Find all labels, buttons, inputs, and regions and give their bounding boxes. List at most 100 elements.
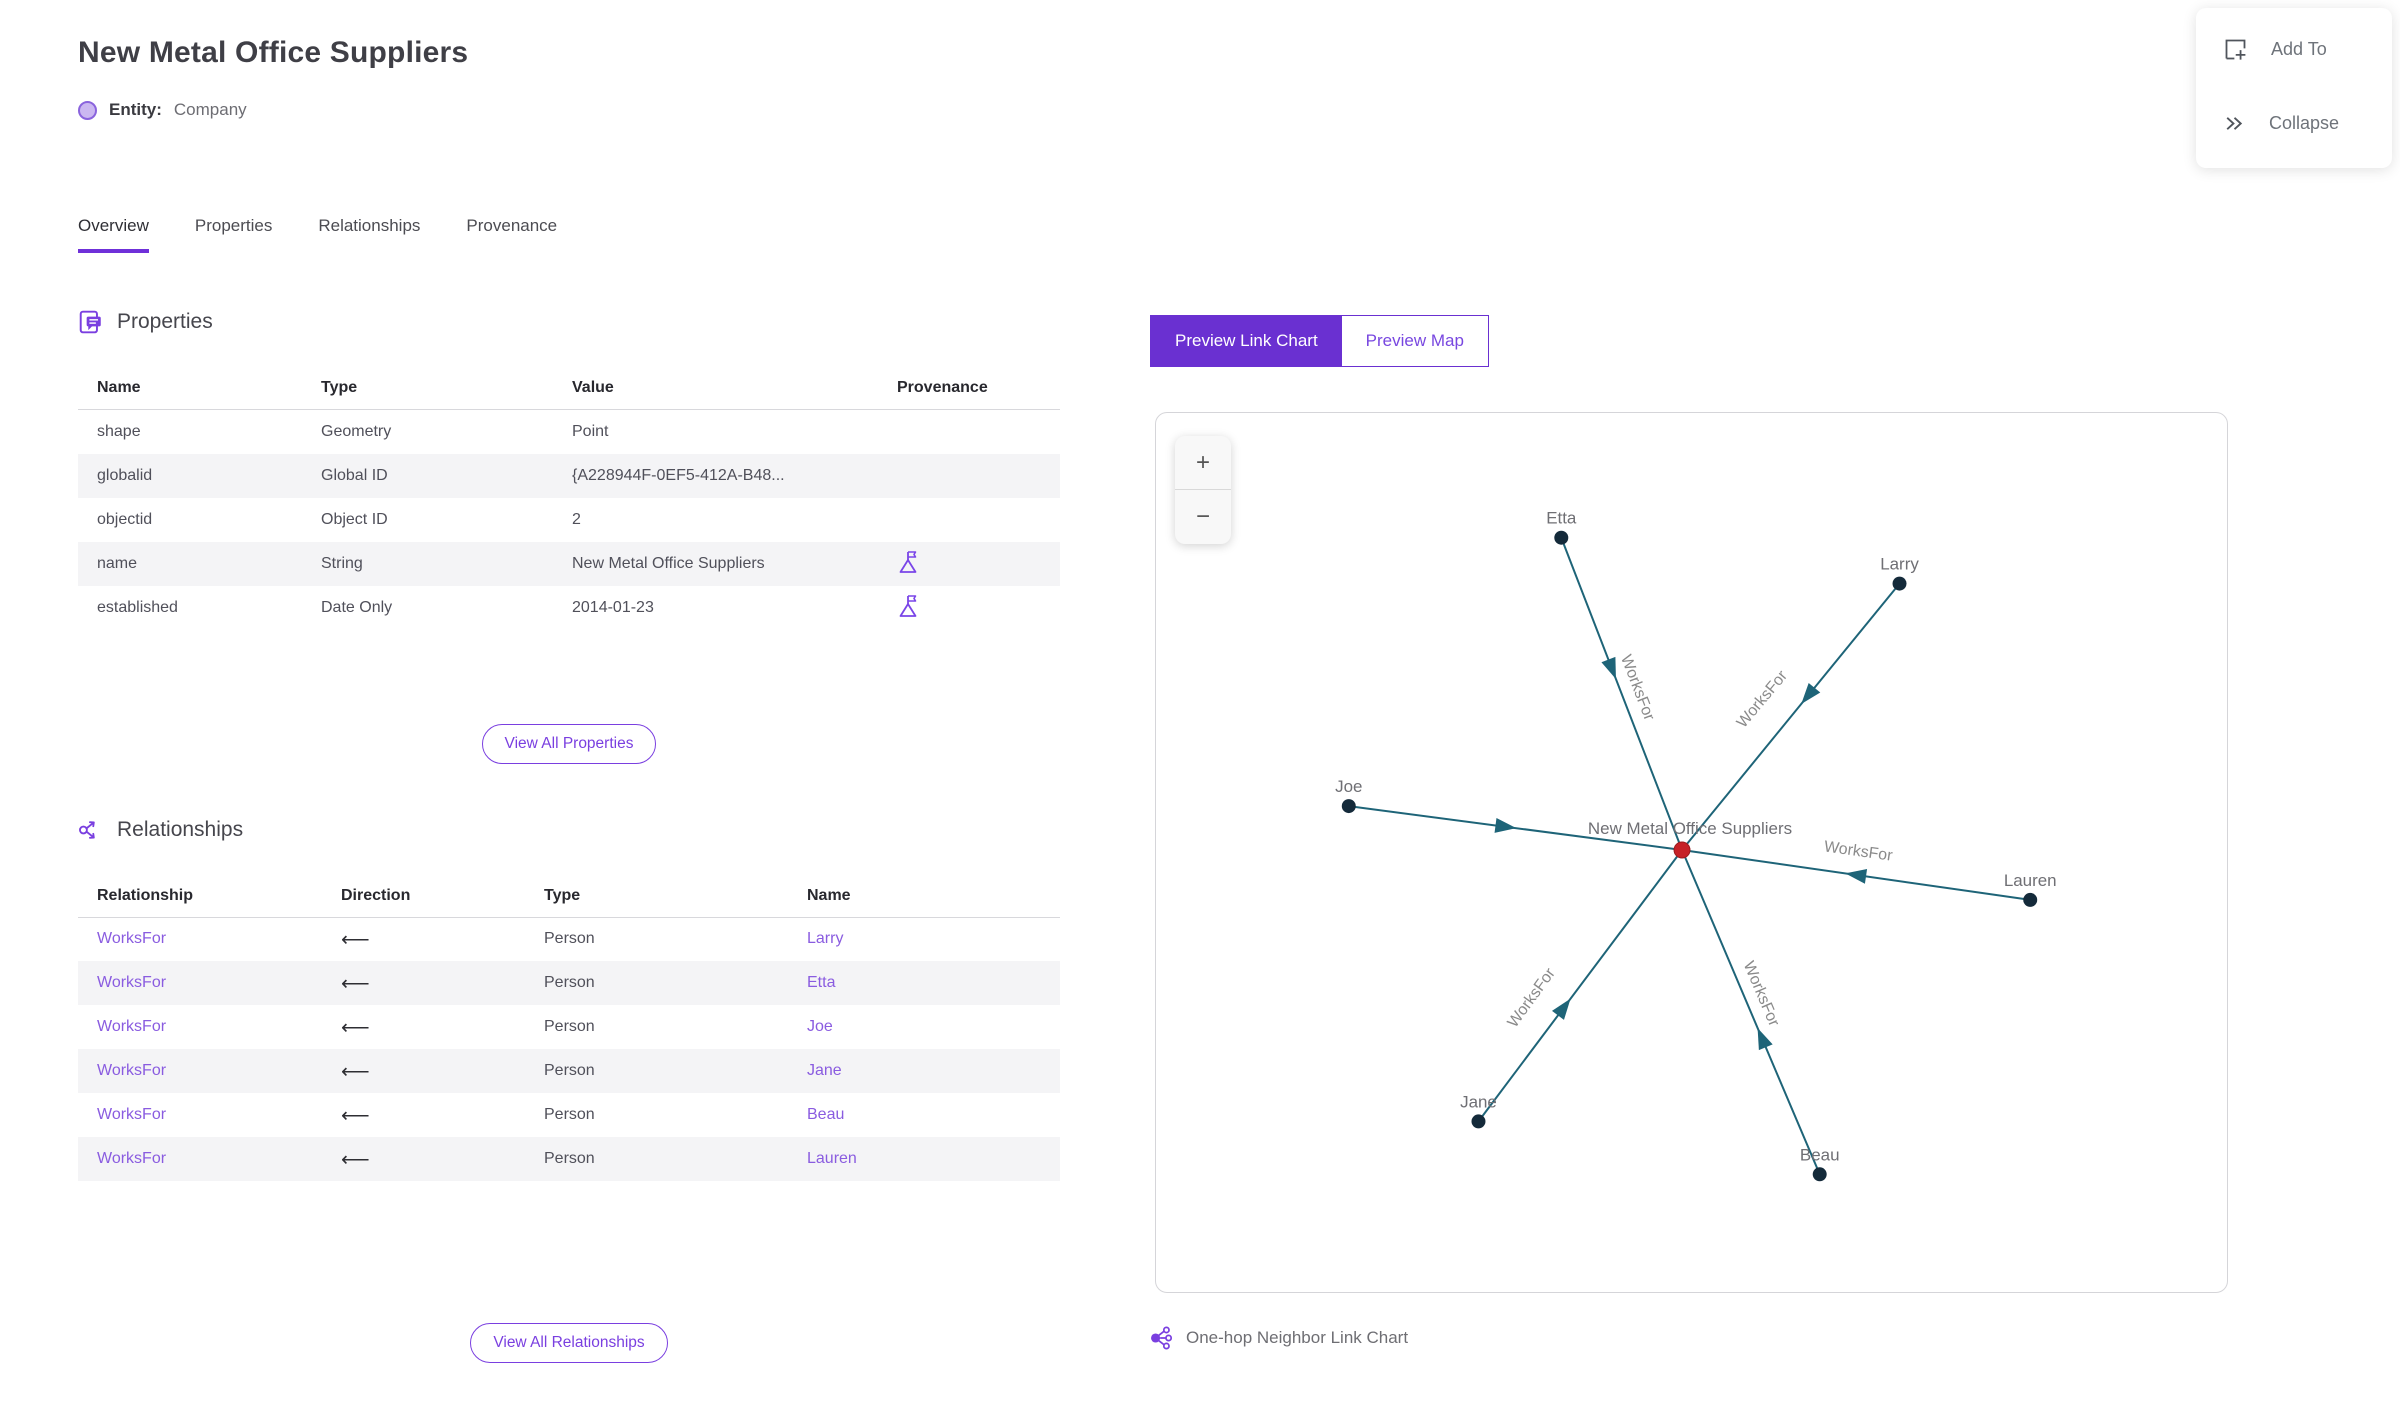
edge-label: WorksFor [1505, 965, 1560, 1031]
related-entity-link[interactable]: Lauren [807, 1150, 857, 1167]
relationships-section-heading: Relationships [78, 817, 1060, 843]
entity-type-row: Entity: Company [78, 100, 1060, 120]
property-name: established [97, 598, 178, 616]
relationships-icon [79, 820, 95, 839]
edge-arrow-icon [1845, 868, 1868, 884]
relationships-column-header: Relationship [78, 878, 341, 918]
add-to-icon [2225, 39, 2246, 60]
provenance-flag-icon[interactable] [897, 593, 919, 618]
direction-arrow-icon: ⟵ [341, 1016, 370, 1039]
related-entity-link[interactable]: Etta [807, 974, 836, 991]
property-provenance [897, 410, 1060, 454]
property-provenance [897, 541, 1060, 586]
related-entity-link[interactable]: Jane [807, 1062, 842, 1079]
relationships-column-header: Name [807, 878, 1060, 918]
property-type: String [321, 541, 572, 586]
node-label: Jane [1460, 1092, 1497, 1111]
property-provenance [897, 453, 1060, 498]
edge-arrow-icon [1551, 998, 1571, 1020]
provenance-flag-icon[interactable] [897, 549, 919, 574]
collapse-button[interactable]: Collapse [2196, 105, 2392, 142]
relationship-link[interactable]: WorksFor [97, 1062, 167, 1079]
edge-label: WorksFor [1617, 653, 1658, 724]
direction-arrow-icon: ⟵ [341, 972, 370, 995]
relationship-row: WorksFor ⟵ Person Larry [78, 917, 1060, 961]
properties-heading: Properties [117, 310, 213, 333]
properties-column-header: Provenance [897, 371, 1060, 410]
edge-label: WorksFor [1823, 838, 1894, 865]
node-label: Etta [1546, 509, 1577, 528]
properties-row: established Date Only 2014-01-23 [78, 586, 1060, 630]
relationship-row: WorksFor ⟵ Person Lauren [78, 1137, 1060, 1181]
direction-arrow-icon: ⟵ [341, 1060, 370, 1083]
related-entity-type: Person [544, 961, 807, 1005]
link-chart-canvas[interactable]: WorksFor WorksFor WorksFor WorksFor WorksFor… [1156, 413, 2227, 1292]
tab-relationships[interactable]: Relationships [318, 216, 421, 235]
graph-node-etta[interactable] [1554, 530, 1569, 545]
chevrons-right-icon [2226, 117, 2243, 130]
related-entity-link[interactable]: Joe [807, 1018, 833, 1035]
tab-bar: Overview Properties Relationships Provenanc… [78, 216, 1060, 253]
property-value: 2014-01-23 [572, 598, 654, 616]
relationship-row: WorksFor ⟵ Person Jane [78, 1049, 1060, 1093]
zoom-widget: + − [1175, 436, 1231, 544]
zoom-out-button[interactable]: − [1195, 503, 1210, 530]
link-chart-preview: + − WorksFor WorksFor WorksFor WorksFor Work… [1155, 412, 2228, 1293]
graph-node-joe[interactable] [1341, 799, 1356, 814]
view-all-relationships-button[interactable]: View All Relationships [470, 1323, 668, 1363]
add-to-button[interactable]: Add To [2196, 30, 2392, 69]
preview-map-button[interactable]: Preview Map [1341, 316, 1488, 366]
chart-caption: One-hop Neighbor Link Chart [1186, 1328, 1409, 1347]
relationships-column-header: Direction [341, 878, 544, 918]
link-chart-icon [1151, 1326, 1173, 1350]
related-entity-link[interactable]: Larry [807, 930, 844, 948]
property-provenance [897, 498, 1060, 542]
entity-detail-panel: New Metal Office Suppliers Entity: Compa… [78, 36, 1060, 1363]
graph-node-center[interactable] [1673, 841, 1691, 859]
properties-row: objectid Object ID 2 [78, 498, 1060, 542]
property-name: globalid [78, 453, 321, 498]
property-value: 2 [572, 510, 581, 528]
relationship-link[interactable]: WorksFor [97, 930, 167, 948]
related-entity-type: Person [544, 930, 595, 948]
relationship-row: WorksFor ⟵ Person Beau [78, 1093, 1060, 1137]
edge-label: WorksFor [1740, 959, 1783, 1030]
property-type: Object ID [321, 510, 388, 528]
relationship-link[interactable]: WorksFor [97, 974, 167, 991]
entity-label: Entity: [109, 100, 162, 119]
property-type: Geometry [321, 422, 392, 440]
relationships-table: Relationship Direction Type Name WorksFor ⟵ P… [78, 878, 1060, 1181]
tab-properties[interactable]: Properties [194, 216, 273, 235]
graph-node-beau[interactable] [1812, 1167, 1827, 1182]
node-label: Beau [1800, 1145, 1840, 1164]
property-value: {A228944F-0EF5-412A-B48... [572, 453, 897, 498]
property-name: shape [97, 422, 141, 440]
edge-arrow-icon [1494, 818, 1517, 833]
relationship-link[interactable]: WorksFor [97, 1106, 167, 1123]
relationship-link[interactable]: WorksFor [97, 1150, 167, 1167]
relationships-heading: Relationships [117, 817, 244, 841]
zoom-in-button[interactable]: + [1175, 436, 1231, 490]
node-label: Larry [1880, 555, 1919, 574]
preview-link-chart-button[interactable]: Preview Link Chart [1151, 316, 1342, 366]
graph-edge [1681, 582, 1901, 851]
tab-overview[interactable]: Overview [78, 216, 149, 253]
graph-node-jane[interactable] [1471, 1114, 1486, 1129]
related-entity-type: Person [544, 1137, 807, 1181]
property-name: objectid [97, 510, 153, 528]
node-label: Joe [1335, 777, 1362, 796]
preview-toggle: Preview Link Chart Preview Map [1150, 315, 1489, 367]
related-entity-type: Person [544, 1049, 807, 1093]
related-entity-link[interactable]: Beau [807, 1106, 845, 1123]
properties-section-heading: Properties [78, 309, 1060, 335]
tab-provenance[interactable]: Provenance [466, 216, 558, 235]
relationship-row: WorksFor ⟵ Person Etta [78, 961, 1060, 1005]
graph-node-lauren[interactable] [2023, 892, 2038, 907]
graph-node-larry[interactable] [1892, 576, 1907, 591]
relationship-link[interactable]: WorksFor [97, 1018, 167, 1035]
edge-arrow-icon [1801, 683, 1821, 705]
direction-arrow-icon: ⟵ [341, 1148, 370, 1171]
properties-row: name String New Metal Office Suppliers [78, 541, 1060, 586]
view-all-properties-button[interactable]: View All Properties [481, 723, 657, 764]
properties-row: globalid Global ID {A228944F-0EF5-412A-B48… [78, 453, 1060, 498]
